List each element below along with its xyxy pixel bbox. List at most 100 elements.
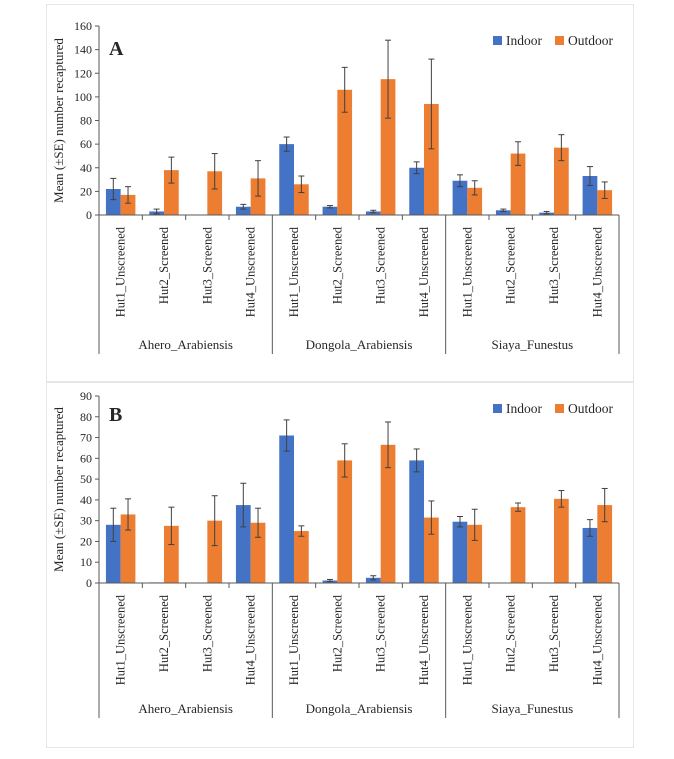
chart-b-legend-swatch-outdoor — [555, 404, 564, 413]
chart-b-category-label: Hut3_Screened — [547, 594, 561, 672]
chart-a-legend-swatch-indoor — [493, 36, 502, 45]
chart-a-bar-indoor — [279, 144, 294, 215]
chart-a-ytick-label: 40 — [80, 161, 92, 175]
chart-a-category-label: Hut3_Screened — [374, 226, 388, 304]
chart-b-category-label: Hut3_Screened — [200, 594, 214, 672]
chart-a-bar-outdoor — [510, 153, 526, 215]
chart-b-bar-indoor — [452, 521, 468, 583]
chart-b-bar-outdoor — [380, 444, 396, 583]
chart-a-bar-outdoor — [554, 147, 569, 215]
chart-a-legend-label-indoor: Indoor — [506, 33, 542, 48]
chart-b-category-label: Hut2_Screened — [504, 594, 518, 672]
chart-b-bar-indoor — [365, 577, 381, 583]
chart-b-ytick-label: 40 — [80, 493, 92, 507]
chart-b-bar-outdoor — [207, 520, 223, 583]
chart-a-ytick-label: 100 — [74, 90, 92, 104]
chart-a-bar-indoor — [452, 180, 468, 215]
chart-b-bar-outdoor — [250, 522, 266, 583]
chart-b-ytick-label: 0 — [86, 576, 92, 590]
chart-b-category-label: Hut4_Unscreened — [590, 594, 604, 685]
chart-panel-a: 0 20 40 60 80 100 120 140 160 Mean (±SE) number r… — [46, 4, 634, 382]
chart-b-ytick-label: 90 — [80, 389, 92, 403]
chart-b-bar-indoor — [582, 527, 598, 583]
chart-b-bar-outdoor — [424, 517, 439, 583]
chart-a-bar-outdoor — [250, 178, 266, 215]
chart-b-panel-label: B — [109, 404, 122, 426]
chart-a-category-label: Hut4_Unscreened — [590, 226, 604, 317]
chart-b-group-label: Siaya_Funestus — [492, 701, 574, 716]
chart-a-bar-outdoor — [207, 171, 223, 215]
chart-a-bar-indoor — [322, 206, 338, 215]
chart-a-bar-outdoor — [164, 170, 179, 215]
chart-b-bar-outdoor — [120, 514, 136, 583]
chart-b-category-label: Hut4_Unscreened — [417, 594, 431, 685]
chart-a-ytick-label: 140 — [74, 43, 92, 57]
chart-b-category-label: Hut1_Unscreened — [114, 594, 128, 685]
chart-b-ytick-label: 30 — [80, 514, 92, 528]
chart-b-bar-indoor — [105, 524, 121, 583]
chart-a-bar-indoor — [235, 206, 251, 215]
chart-b-bar-outdoor — [164, 525, 179, 583]
chart-a-bar-outdoor — [294, 184, 309, 215]
chart-b-category-label: Hut2_Screened — [330, 594, 344, 672]
chart-a-category-label: Hut4_Unscreened — [244, 226, 258, 317]
chart-b-svg: 0 10 20 30 40 50 60 70 80 90 Mean (±SE) number rec… — [51, 389, 620, 718]
chart-b-bar-indoor — [235, 505, 251, 583]
chart-a-bar-indoor — [365, 211, 381, 215]
chart-b-legend-label-outdoor: Outdoor — [568, 401, 614, 416]
chart-panel-b: 0 10 20 30 40 50 60 70 80 90 Mean (±SE) number rec… — [46, 382, 634, 748]
chart-a-group-label: Siaya_Funestus — [492, 337, 574, 352]
chart-b-category-label: Hut3_Screened — [374, 594, 388, 672]
chart-b-category-label: Hut1_Unscreened — [287, 594, 301, 685]
chart-b-group-label: Dongola_Arabiensis — [306, 701, 413, 716]
chart-a-category-label: Hut1_Unscreened — [114, 226, 128, 317]
chart-b-ytick-label: 60 — [80, 451, 92, 465]
chart-b-bar-outdoor — [467, 524, 483, 583]
chart-a-bar-indoor — [582, 176, 598, 215]
chart-a-legend-swatch-outdoor — [555, 36, 564, 45]
chart-a-category-label: Hut4_Unscreened — [417, 226, 431, 317]
chart-a-bar-outdoor — [337, 89, 353, 215]
chart-a-bar-outdoor — [467, 187, 483, 215]
chart-b-bar-indoor — [409, 460, 424, 583]
chart-b-ytick-label: 50 — [80, 472, 92, 486]
chart-b-legend-label-indoor: Indoor — [506, 401, 542, 416]
chart-b-bar-outdoor — [294, 531, 309, 583]
chart-b-ylabel: Mean (±SE) number recaptured — [51, 407, 66, 572]
chart-a-bar-outdoor — [424, 103, 439, 215]
chart-a-ytick-label: 20 — [80, 184, 92, 198]
chart-b-bar-indoor — [279, 435, 294, 583]
chart-a-ytick-label: 160 — [74, 19, 92, 33]
chart-a-bar-indoor — [495, 210, 511, 215]
chart-a-ylabel: Mean (±SE) number recaptured — [51, 38, 66, 203]
chart-a-category-label: Hut1_Unscreened — [460, 226, 474, 317]
chart-b-ytick-label: 70 — [80, 431, 92, 445]
chart-a-ytick-label: 120 — [74, 66, 92, 80]
chart-a-category-label: Hut2_Screened — [504, 226, 518, 304]
chart-a-bar-outdoor — [120, 194, 136, 215]
chart-b-bar-outdoor — [597, 505, 613, 583]
chart-b-ytick-label: 10 — [80, 555, 92, 569]
chart-a-ytick-label: 80 — [80, 114, 92, 128]
chart-b-category-label: Hut1_Unscreened — [460, 594, 474, 685]
chart-a-panel-label: A — [109, 38, 124, 60]
chart-b-category-label: Hut4_Unscreened — [244, 594, 258, 685]
chart-a-category-label: Hut1_Unscreened — [287, 226, 301, 317]
chart-a-category-label: Hut2_Screened — [330, 226, 344, 304]
chart-a-bar-outdoor — [380, 79, 396, 215]
chart-a-ytick-label: 0 — [86, 208, 92, 222]
chart-b-legend-swatch-indoor — [493, 404, 502, 413]
chart-a-category-label: Hut3_Screened — [547, 226, 561, 304]
chart-a-bar-indoor — [105, 189, 121, 215]
chart-a-bar-indoor — [409, 167, 424, 215]
chart-a-ytick-label: 60 — [80, 137, 92, 151]
chart-b-bar-outdoor — [510, 507, 526, 583]
chart-a-legend-label-outdoor: Outdoor — [568, 33, 614, 48]
chart-a-category-label: Hut2_Screened — [157, 226, 171, 304]
chart-a-group-label: Dongola_Arabiensis — [306, 337, 413, 352]
chart-b-bar-outdoor — [337, 460, 353, 583]
chart-a-group-label: Ahero_Arabiensis — [138, 337, 233, 352]
chart-a-category-label: Hut3_Screened — [200, 226, 214, 304]
chart-a-bar-outdoor — [597, 190, 613, 215]
chart-a-svg: 0 20 40 60 80 100 120 140 160 Mean (±SE) number r… — [51, 19, 620, 354]
